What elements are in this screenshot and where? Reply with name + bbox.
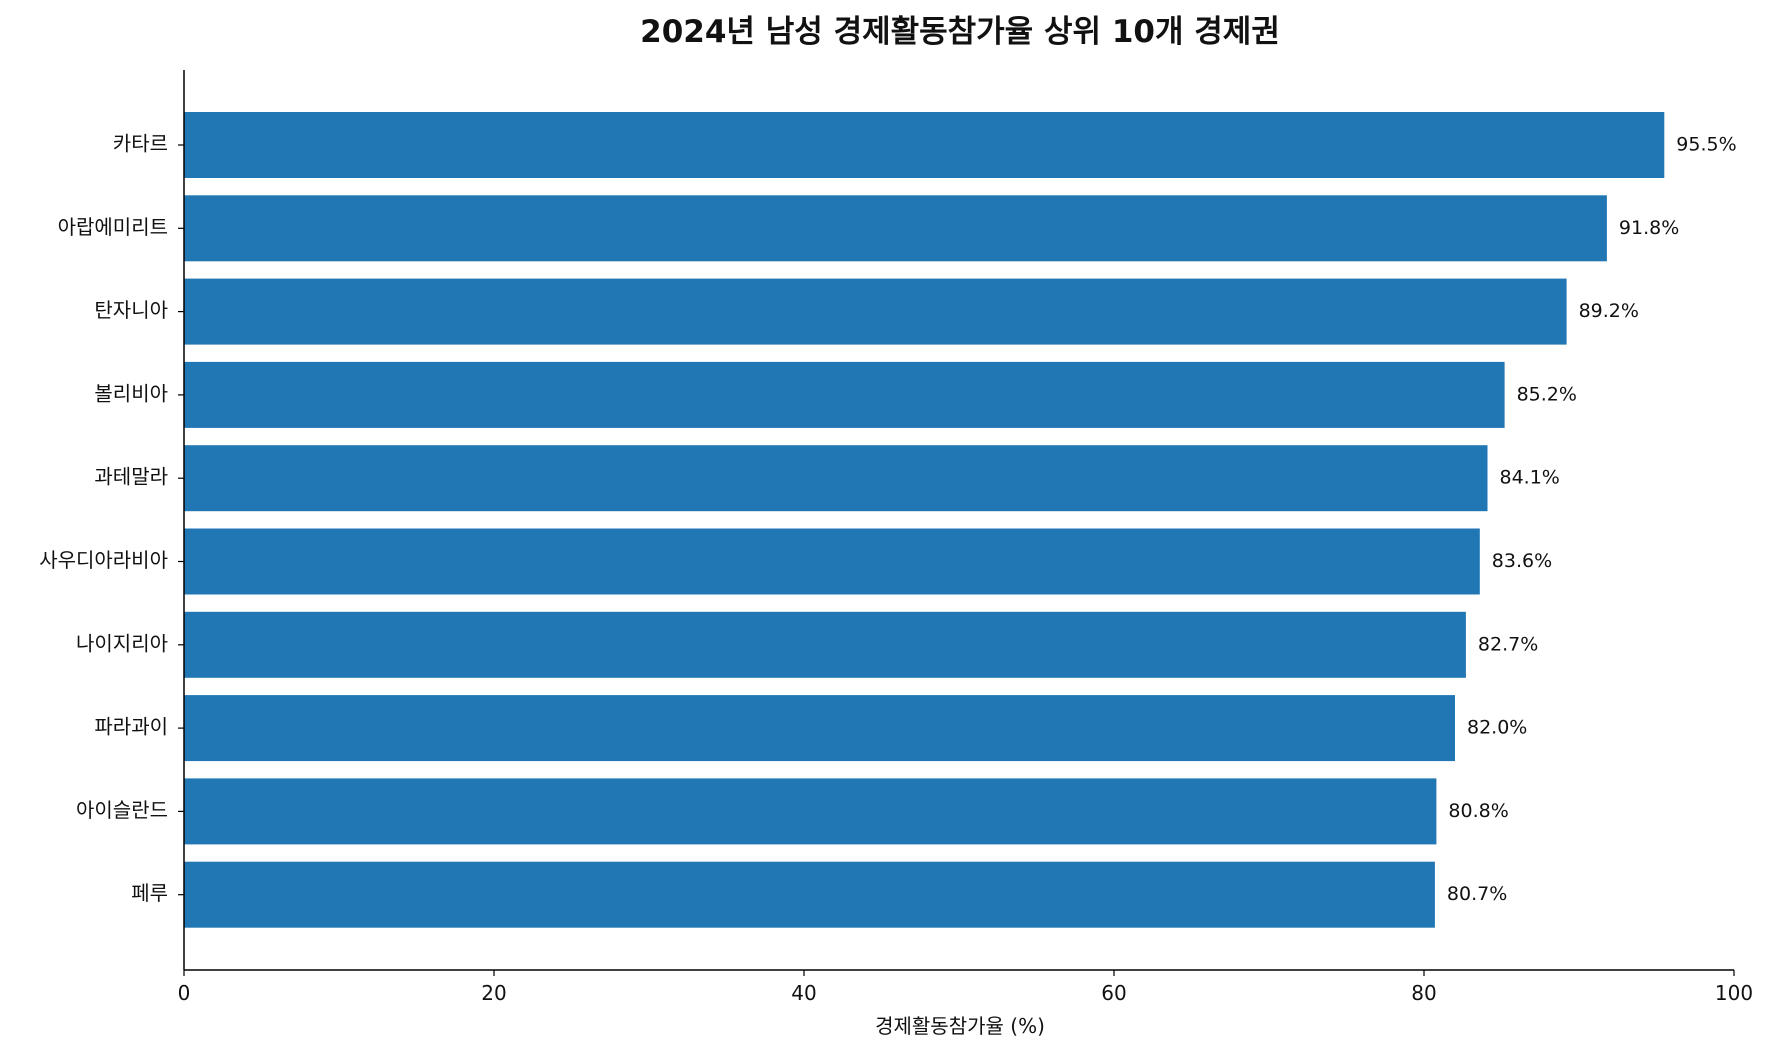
value-label: 84.1% [1500, 467, 1560, 489]
chart-title: 2024년 남성 경제활동참가율 상위 10개 경제권 [640, 14, 1280, 50]
x-tick-label: 80 [1411, 981, 1436, 1005]
category-label: 파라과이 [94, 715, 168, 739]
value-label: 80.8% [1448, 800, 1508, 822]
x-tick-label: 20 [481, 981, 506, 1005]
x-axis-title: 경제활동참가율 (%) [875, 1014, 1045, 1038]
category-label: 페루 [131, 881, 168, 905]
value-label: 80.7% [1447, 883, 1507, 905]
bar-5 [184, 528, 1480, 595]
value-label: 83.6% [1492, 550, 1552, 572]
category-label: 과테말라 [94, 465, 168, 489]
category-label: 탄자니아 [94, 298, 168, 322]
axes-layer: 0 20 40 60 80 100 [178, 70, 1753, 1005]
bar-1 [184, 195, 1607, 262]
category-label: 나이지리아 [76, 631, 168, 655]
value-label: 82.0% [1467, 717, 1527, 739]
bar-7 [184, 695, 1455, 762]
value-label: 91.8% [1619, 217, 1679, 239]
bar-9 [184, 861, 1435, 928]
value-label: 95.5% [1676, 134, 1736, 156]
bar-8 [184, 778, 1437, 845]
bar-6 [184, 611, 1466, 678]
category-label: 사우디아라비아 [39, 548, 168, 572]
x-tick-label: 100 [1715, 981, 1753, 1005]
bar-2 [184, 278, 1567, 345]
category-label: 아이슬란드 [76, 798, 168, 822]
value-label: 85.2% [1517, 383, 1577, 405]
category-label: 아랍에미리트 [58, 215, 168, 239]
x-tick-label: 40 [791, 981, 816, 1005]
x-tick-label: 0 [178, 981, 191, 1005]
bar-0 [184, 112, 1665, 178]
bar-3 [184, 361, 1505, 428]
category-label: 볼리비아 [94, 381, 168, 405]
x-tick-label: 60 [1101, 981, 1126, 1005]
value-label: 82.7% [1478, 633, 1538, 655]
category-label: 카타르 [113, 132, 168, 156]
labels-layer: 카타르 95.5% 아랍에미리트 91.8% 탄자니아 89.2% 볼리비아 85.2% 과테말… [39, 132, 1736, 906]
bar-4 [184, 445, 1488, 512]
bars-layer [184, 112, 1665, 928]
value-label: 89.2% [1579, 300, 1639, 322]
